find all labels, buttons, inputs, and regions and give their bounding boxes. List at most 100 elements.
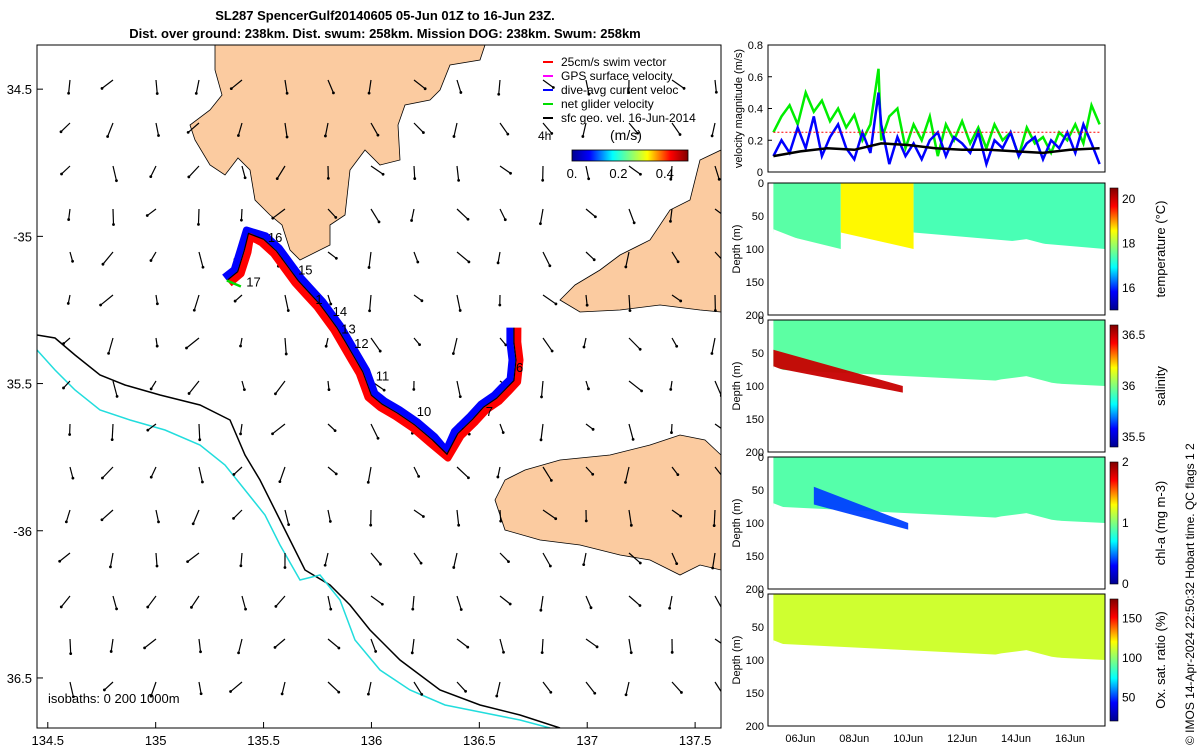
current-arrow	[275, 595, 286, 607]
current-arrow	[108, 337, 114, 354]
current-arrow-head	[67, 91, 71, 95]
current-arrow-head	[499, 519, 503, 523]
current-arrow-head	[198, 438, 202, 442]
current-arrow	[279, 466, 286, 482]
current-arrow	[187, 552, 200, 563]
day-label: 16	[268, 230, 282, 245]
current-arrow	[670, 380, 673, 390]
current-arrow-head	[100, 518, 104, 522]
current-arrow	[670, 165, 673, 180]
current-arrow-head	[237, 134, 240, 137]
day-label: 14	[333, 304, 347, 319]
current-arrow	[187, 122, 200, 133]
chart-title-line1: SL287 SpencerGulf20140605 05-Jun 01Z to …	[215, 8, 555, 23]
current-arrow-head	[366, 480, 370, 484]
current-arrow-head	[628, 309, 632, 313]
current-arrow	[456, 595, 462, 610]
current-arrow-head	[550, 349, 554, 353]
current-arrow	[585, 79, 590, 95]
current-arrow-head	[194, 91, 198, 95]
current-arrow	[542, 681, 552, 693]
current-arrow-head	[199, 650, 202, 654]
current-arrow-head	[548, 264, 552, 268]
current-arrow-head	[714, 90, 718, 94]
current-arrow-head	[239, 344, 242, 348]
current-arrow	[324, 122, 329, 137]
current-arrow	[453, 552, 458, 568]
chart-title-line2: Dist. over ground: 238km. Dist. swum: 25…	[129, 26, 641, 41]
current-arrow-head	[149, 694, 153, 698]
current-arrow	[61, 165, 71, 175]
current-arrow-head	[332, 91, 335, 95]
current-arrow-head	[679, 514, 683, 518]
current-arrow	[284, 337, 287, 354]
current-arrow-head	[232, 516, 235, 520]
current-arrow-head	[244, 607, 247, 611]
current-arrow	[714, 165, 720, 180]
current-arrow-head	[451, 352, 455, 355]
current-arrow	[198, 423, 201, 440]
current-arrow	[452, 337, 458, 354]
current-arrow	[413, 552, 422, 564]
map-x-tick-label: 136.5	[463, 733, 496, 748]
current-arrow-head	[115, 607, 118, 611]
current-arrow-head	[376, 133, 380, 137]
surface-velocity-arrows	[58, 79, 721, 699]
current-arrow-head	[243, 176, 247, 180]
current-arrow	[499, 165, 511, 174]
current-arrow-head	[376, 436, 380, 440]
land-kangaroo-island	[494, 434, 721, 576]
current-arrow-head	[631, 438, 635, 441]
current-arrow-head	[369, 523, 373, 527]
current-arrow-head	[100, 87, 104, 90]
current-arrow-head	[668, 606, 672, 610]
current-arrow	[583, 337, 587, 348]
current-arrow-head	[459, 91, 463, 94]
legend-label: 25cm/s swim vector	[561, 55, 666, 69]
current-arrow-head	[710, 352, 714, 355]
current-arrow-head	[275, 177, 279, 180]
current-arrow	[272, 423, 286, 435]
current-arrow	[367, 466, 372, 483]
current-arrow-head	[624, 693, 628, 697]
current-arrow-head	[420, 299, 424, 303]
current-arrow-head	[334, 472, 338, 476]
current-arrow-head	[585, 303, 589, 307]
current-arrow-head	[334, 215, 338, 219]
current-arrow	[230, 681, 243, 693]
isobaths-label: isobaths: 0 200 1000m	[48, 691, 180, 706]
current-arrow	[628, 380, 642, 392]
current-arrow-head	[589, 606, 593, 610]
current-arrow	[624, 466, 630, 483]
day-label: 1	[315, 292, 322, 307]
current-arrow	[241, 165, 246, 178]
current-arrow-head	[324, 344, 328, 348]
current-arrow	[112, 380, 118, 397]
current-arrow-head	[60, 172, 63, 176]
current-arrow-head	[624, 481, 627, 484]
current-arrow-head	[458, 309, 462, 312]
current-arrow	[541, 638, 544, 653]
legend-label: net glider velocity	[561, 97, 654, 111]
current-arrow-head	[191, 522, 195, 526]
current-arrow-head	[107, 351, 110, 355]
current-arrow	[241, 380, 245, 390]
current-arrow-head	[239, 432, 242, 436]
current-arrow-head	[675, 344, 679, 348]
current-arrow-head	[680, 691, 683, 694]
current-arrow	[585, 294, 588, 306]
current-arrow	[411, 638, 415, 653]
legend-label: GPS surface velocity	[561, 69, 672, 83]
current-arrow	[237, 638, 243, 654]
current-arrow	[68, 79, 71, 94]
current-arrow-head	[334, 256, 338, 260]
current-arrow-head	[549, 690, 553, 694]
current-arrow	[542, 251, 551, 267]
current-arrow	[628, 552, 641, 564]
current-arrow	[625, 681, 630, 695]
map-x-tick-label: 135.5	[247, 733, 280, 748]
current-arrow-head	[382, 388, 386, 392]
current-arrow	[540, 380, 544, 397]
current-arrow	[542, 466, 552, 481]
current-arrow	[540, 423, 544, 440]
